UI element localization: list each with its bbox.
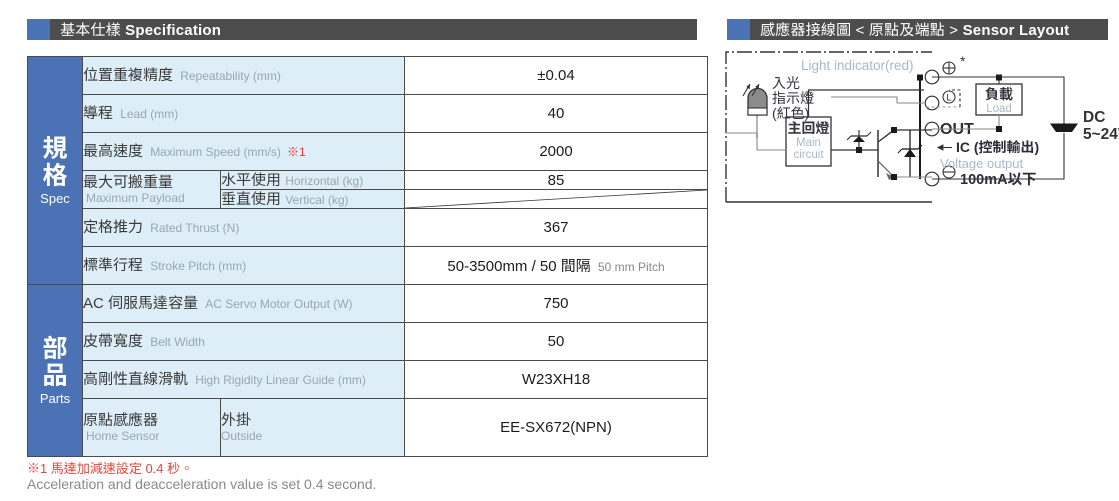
svg-text:circuit: circuit (793, 149, 824, 161)
svg-text:Load: Load (986, 103, 1012, 115)
svg-text:*: * (960, 53, 966, 69)
svg-text:指示燈: 指示燈 (772, 90, 814, 106)
svg-text:入光: 入光 (772, 75, 800, 91)
svg-text:Voltage output: Voltage output (940, 156, 1024, 171)
svg-text:Main: Main (796, 137, 821, 149)
svg-text:DC: DC (1083, 109, 1105, 126)
svg-text:負載: 負載 (985, 86, 1013, 102)
svg-text:L: L (946, 93, 951, 104)
svg-text:5~24V: 5~24V (1083, 126, 1119, 143)
svg-text:Light indicator(red): Light indicator(red) (801, 58, 914, 73)
svg-text:主回燈: 主回燈 (788, 120, 830, 136)
svg-text:IC (控制輸出): IC (控制輸出) (956, 139, 1039, 155)
svg-text:(紅色): (紅色) (772, 105, 809, 121)
